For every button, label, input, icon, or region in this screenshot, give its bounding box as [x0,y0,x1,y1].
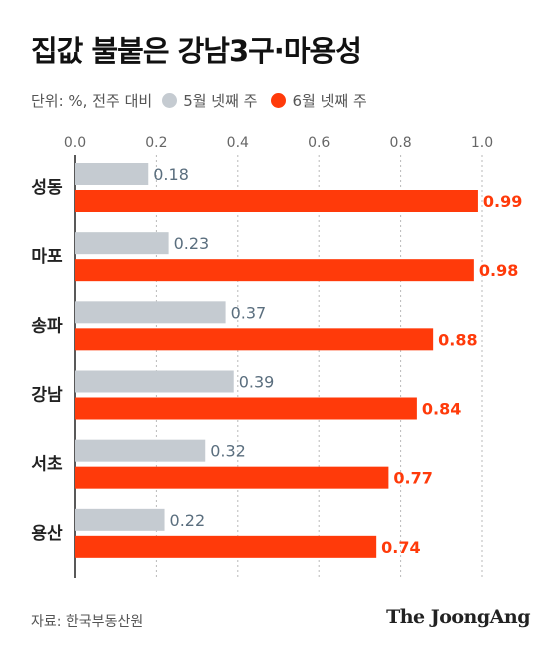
bar-june [75,466,389,489]
legend-dot-may [162,92,178,108]
data-label-june: 0.88 [438,330,477,349]
chart-title: 집값 불붙은 강남3구·마용성 [31,34,362,68]
bar-june [75,259,474,282]
x-tick-label: 0.8 [389,135,411,151]
legend-label-may: 5월 넷째 주 [183,91,258,110]
bar-may [75,301,226,324]
bar-june [75,190,478,212]
bar-june [75,397,417,420]
bar-may [75,163,149,185]
publisher-logo: The JoongAng [386,606,530,628]
data-label-may: 0.18 [153,165,189,184]
data-label-may: 0.32 [210,442,246,461]
x-tick-label: 0.0 [64,135,86,151]
legend: 단위: %, 전주 대비 5월 넷째 주 6월 넷째 주 [31,88,381,112]
bar-june [75,328,434,351]
category-label: 송파 [31,316,63,336]
legend-item-may: 5월 넷째 주 [162,90,257,111]
data-label-june: 0.74 [381,538,420,557]
category-label: 마포 [31,247,63,267]
category-label: 성동 [31,178,63,198]
bar-may [75,370,234,393]
category-label: 용산 [31,524,63,544]
data-label-may: 0.39 [239,373,275,392]
data-label-june: 0.77 [393,469,432,488]
x-tick-label: 1.0 [471,135,493,151]
x-tick-label: 0.4 [227,135,249,151]
x-tick-label: 0.2 [145,135,167,151]
data-label-june: 0.99 [483,192,522,211]
data-label-may: 0.22 [170,511,206,530]
bar-june [75,535,377,558]
x-tick-label: 0.6 [308,135,330,151]
source-note: 자료: 한국부동산원 [31,614,144,630]
data-label-may: 0.23 [174,234,210,253]
legend-label-june: 6월 넷째 주 [292,91,367,110]
bar-may [75,232,169,255]
legend-dot-june [271,92,287,108]
bar-may [75,439,206,462]
data-label-june: 0.84 [422,400,461,419]
data-label-may: 0.37 [231,303,267,322]
data-label-june: 0.98 [479,261,518,280]
unit-label: 단위: %, 전주 대비 [31,91,153,110]
category-label: 강남 [31,386,63,406]
bar-may [75,508,165,531]
legend-item-june: 6월 넷째 주 [271,90,367,111]
category-label: 서초 [31,455,63,475]
